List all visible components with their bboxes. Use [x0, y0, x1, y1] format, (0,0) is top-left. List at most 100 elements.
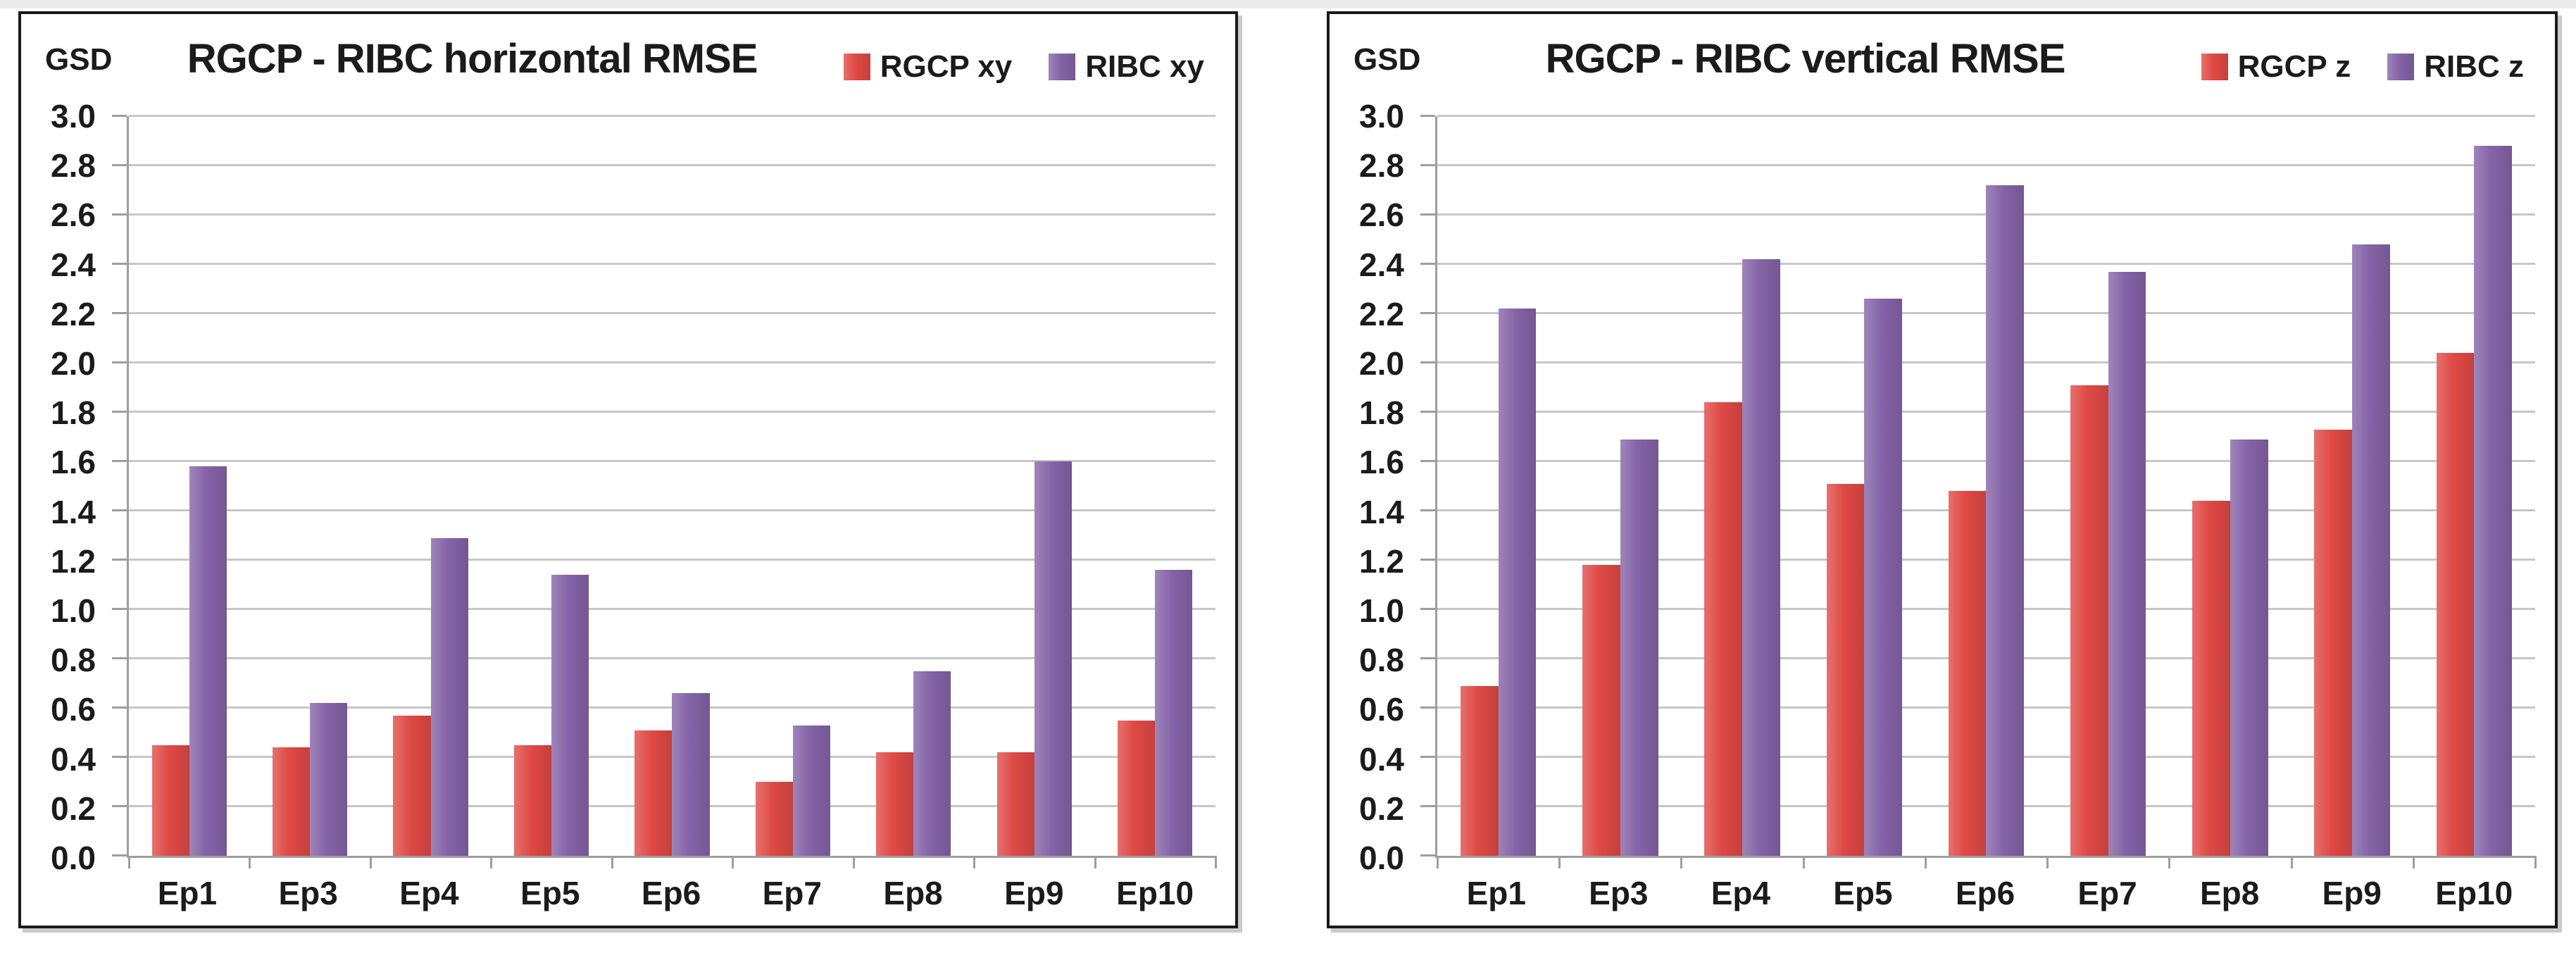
x-axis-tick	[852, 856, 855, 868]
legend-label: RIBC xy	[1085, 49, 1204, 84]
gridline	[129, 213, 1215, 216]
bar	[1742, 259, 1780, 856]
x-tick-label: Ep1	[157, 875, 218, 911]
legend-label: RGCP xy	[880, 49, 1013, 84]
bar	[996, 752, 1034, 856]
bar	[2314, 429, 2353, 856]
y-tick-label: 1.4	[1359, 493, 1404, 530]
category-group	[2413, 116, 2535, 856]
x-tick-label: Ep5	[1833, 875, 1893, 911]
gridline	[129, 559, 1215, 561]
category-group	[1803, 116, 1925, 856]
y-tick-label: 2.8	[51, 147, 96, 185]
y-axis-tick	[1420, 805, 1435, 808]
legend-item: RGCP z	[2201, 49, 2351, 85]
category-group	[1925, 116, 2047, 856]
y-tick-label: 0.8	[51, 642, 96, 679]
y-axis-labels: 0.0 0.2 0.4 0.6 0.8 1.0 1.2 1.4 1.6 1.8 2.0 2.2 2.4 2…	[1330, 100, 1427, 874]
bar	[2230, 439, 2268, 856]
bar	[2070, 385, 2108, 856]
bar	[634, 730, 673, 856]
x-axis-tick	[1802, 856, 1805, 868]
y-axis-tick	[112, 164, 127, 166]
y-tick-label: 0.0	[1359, 840, 1404, 876]
chart-header: GSD RGCP - RIBC vertical RMSE RGCP z RIBC…	[1353, 31, 2524, 85]
legend: RGCP xy RIBC xy	[843, 31, 1204, 85]
y-tick-label: 1.6	[1359, 444, 1404, 481]
bar	[913, 671, 951, 856]
x-axis-tick	[2534, 856, 2537, 868]
gridline	[129, 115, 1215, 117]
y-tick-label: 2.6	[1359, 197, 1404, 234]
y-tick-label: 0.4	[1359, 740, 1404, 778]
bar	[1118, 720, 1156, 856]
x-axis-tick	[1558, 856, 1561, 868]
category-group	[2169, 116, 2291, 856]
category-group	[974, 116, 1094, 856]
y-axis-tick	[1420, 164, 1435, 166]
y-axis-unit-label: GSD	[1353, 42, 1421, 77]
y-tick-label: 2.4	[1359, 246, 1404, 283]
y-tick-label: 1.8	[1359, 394, 1404, 432]
bar	[1155, 570, 1193, 856]
y-axis-tick	[1420, 411, 1435, 413]
vertical-rmse-chart: GSD RGCP - RIBC vertical RMSE RGCP z RIBC…	[1327, 11, 2558, 928]
x-tick-label: Ep5	[520, 875, 580, 911]
y-axis-tick	[112, 509, 127, 511]
y-tick-label: 2.4	[51, 246, 96, 283]
bar	[310, 703, 348, 856]
bar	[551, 575, 589, 856]
x-tick-label: Ep7	[2077, 875, 2137, 911]
x-tick-label: Ep3	[278, 875, 338, 911]
legend: RGCP z RIBC z	[2201, 31, 2524, 85]
bar	[1498, 309, 1537, 856]
gridline	[1437, 164, 2535, 166]
y-axis-labels: 0.0 0.2 0.4 0.6 0.8 1.0 1.2 1.4 1.6 1.8 2.0 2.2 2.4 2…	[21, 100, 118, 874]
horizontal-rmse-chart: GSD RGCP - RIBC horizontal RMSE RGCP xy R…	[18, 11, 1238, 928]
bar	[393, 715, 431, 856]
bars-layer	[129, 116, 1215, 856]
x-tick-label: Ep9	[1004, 875, 1064, 911]
category-group	[1095, 116, 1215, 856]
x-tick-label: Ep1	[1466, 875, 1526, 911]
bar	[1864, 299, 1902, 856]
category-group	[491, 116, 611, 856]
bar	[273, 747, 311, 856]
x-axis-tick	[1437, 856, 1439, 868]
x-axis-labels: Ep1 Ep3 Ep4 Ep5 Ep6 Ep7 Ep8 Ep9 Ep10	[127, 864, 1215, 923]
x-tick-label: Ep6	[1955, 875, 2015, 911]
x-axis-tick	[2168, 856, 2171, 868]
category-group	[732, 116, 853, 856]
gridline	[129, 411, 1215, 413]
gridline	[129, 164, 1215, 166]
y-axis-tick	[1420, 115, 1435, 117]
y-tick-label: 3.0	[1359, 98, 1404, 135]
x-axis-tick	[973, 856, 976, 868]
y-axis-tick	[1420, 213, 1435, 216]
category-group	[249, 116, 370, 856]
chart-title: RGCP - RIBC vertical RMSE	[1545, 36, 2066, 82]
bar	[792, 725, 831, 856]
y-axis-tick	[1420, 361, 1435, 364]
x-tick-label: Ep4	[1711, 875, 1771, 911]
x-axis-tick	[2046, 856, 2049, 868]
bar	[1460, 685, 1499, 856]
plot-area	[1420, 115, 2537, 868]
legend-color-swatch	[2387, 54, 2415, 80]
y-axis-tick	[112, 756, 127, 759]
x-axis-tick	[611, 856, 613, 868]
bar	[1986, 185, 2025, 856]
y-tick-label: 0.8	[1359, 642, 1404, 679]
y-tick-label: 0.0	[51, 840, 96, 876]
category-group	[129, 116, 249, 856]
bar	[755, 782, 793, 856]
chart-header: GSD RGCP - RIBC horizontal RMSE RGCP xy R…	[45, 31, 1204, 85]
y-axis-tick	[112, 213, 127, 216]
legend-item: RIBC z	[2387, 49, 2524, 85]
y-axis-tick	[112, 805, 127, 808]
y-tick-label: 1.4	[51, 493, 96, 530]
x-tick-label: Ep4	[399, 875, 459, 911]
legend-color-swatch	[2201, 54, 2228, 80]
plot-area	[112, 115, 1217, 868]
y-axis-tick	[112, 608, 127, 611]
